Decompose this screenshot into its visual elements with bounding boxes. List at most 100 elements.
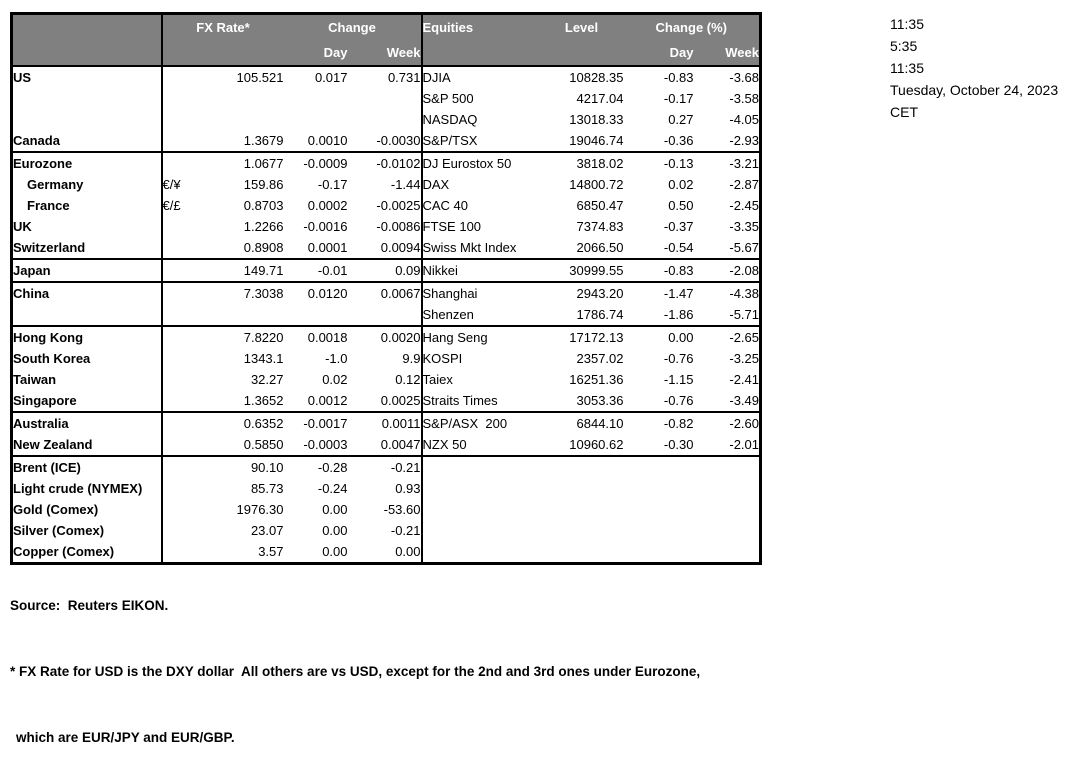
table-row: NASDAQ 13018.33 0.27 -4.05	[11, 109, 761, 130]
equity-name-cell: S&P/ASX 200	[421, 411, 540, 434]
fx-day-change-cell: 0.00	[322, 502, 348, 517]
fx-day-change-cell: -0.17	[317, 177, 348, 192]
equity-day-change-cell: -0.36	[663, 133, 694, 148]
fx-day-change-cell: -0.01	[283, 258, 348, 282]
equity-level-cell: 6844.10	[539, 411, 624, 434]
fx-day-change-cell: -0.0016	[303, 219, 348, 234]
equity-week-change-cell: -4.05	[729, 112, 759, 127]
equity-name-cell	[422, 499, 540, 520]
equity-name-cell: DAX	[422, 177, 450, 192]
equity-level-cell	[540, 478, 624, 499]
fx-rate-cell: 1.3679	[243, 133, 284, 148]
fx-rate-subheader-cell	[161, 40, 284, 67]
fx-day-change-cell: 0.0001	[307, 240, 348, 255]
fx-day-change-cell	[284, 304, 348, 326]
fx-rate-cell: 0.6352	[197, 411, 284, 434]
fx-country-cell: Hong Kong	[11, 325, 163, 348]
fx-day-change-cell: -0.0009	[283, 151, 348, 174]
country-header-cell	[11, 13, 163, 40]
fx-rate-cell: 0.8703	[243, 198, 284, 213]
equity-name-cell: CAC 40	[422, 198, 469, 213]
equity-day-change-cell: -1.47	[623, 281, 694, 304]
equity-day-change-cell: -0.30	[663, 437, 694, 452]
equity-level-cell: 2357.02	[576, 351, 624, 366]
fx-country-cell: South Korea	[11, 348, 163, 369]
fx-day-change-cell	[284, 88, 348, 109]
fx-country-cell: Gold (Comex)	[11, 499, 163, 520]
equity-week-change-cell: -3.35	[729, 219, 759, 234]
equity-day-change-cell: -1.15	[663, 372, 694, 387]
fx-country-cell: Light crude (NYMEX)	[11, 478, 163, 499]
equities-subheader-cell	[421, 40, 540, 67]
time-line-1: 11:35	[890, 16, 924, 32]
equity-week-change-cell: -3.21	[693, 151, 761, 174]
fx-day-change-cell: 0.02	[322, 372, 348, 387]
fx-pair-cell	[162, 109, 198, 130]
header-row-1: FX Rate* Change Equities Level Change (%…	[11, 13, 761, 40]
equity-week-change-cell: -2.08	[693, 258, 761, 282]
equity-day-change-cell: -0.83	[663, 70, 694, 85]
equity-name-cell	[422, 478, 540, 499]
equity-week-change-cell: -3.58	[729, 91, 759, 106]
equity-day-change-cell: -0.76	[663, 393, 694, 408]
equity-name-cell: FTSE 100	[422, 219, 482, 234]
table-row: Eurozone 1.0677 -0.0009 -0.0102 DJ Eurostox …	[11, 151, 761, 174]
fx-rate-cell: 1343.1	[243, 351, 284, 366]
time-line-3: 11:35	[890, 60, 924, 76]
fx-country-cell: Taiwan	[11, 369, 163, 390]
equity-day-change-cell	[624, 520, 694, 541]
fx-rate-cell: 1.2266	[243, 219, 284, 234]
equity-week-change-cell: -3.25	[729, 351, 759, 366]
fx-rate-cell: 0.5850	[243, 437, 284, 452]
equity-week-change-cell	[694, 478, 761, 499]
fx-day-subheader: Day	[283, 40, 348, 67]
time-line-2: 5:35	[890, 38, 918, 54]
table-row: Gold (Comex) 1976.30 0.00 -53.60	[11, 499, 761, 520]
country-subheader-cell	[11, 40, 163, 67]
timestamp-block: 11:35 5:35 11:35 Tuesday, October 24, 20…	[890, 13, 1058, 123]
fx-day-change-cell: 0.0120	[283, 281, 348, 304]
fx-country-cell: Eurozone	[11, 151, 163, 174]
fx-rate-header: FX Rate*	[161, 13, 284, 40]
equity-name-cell: Taiex	[422, 372, 453, 387]
equity-day-change-cell: 0.02	[668, 177, 694, 192]
fx-country-cell: US	[11, 66, 163, 88]
fx-day-change-cell: -1.0	[325, 351, 348, 366]
table-row: Australia 0.6352 -0.0017 0.0011 S&P/ASX 200 6…	[11, 411, 761, 434]
fx-pair-cell: €/¥	[162, 177, 181, 192]
fx-day-change-cell: 0.00	[322, 523, 348, 538]
fx-week-change-cell: -0.0086	[347, 216, 423, 237]
fx-rate-cell: 85.73	[250, 481, 284, 496]
equity-level-cell: 2066.50	[576, 240, 624, 255]
equity-level-cell	[540, 520, 624, 541]
equity-day-change-cell	[624, 499, 694, 520]
table-row: Shenzen 1786.74 -1.86 -5.71	[11, 304, 761, 326]
equity-week-change-cell: -2.41	[729, 372, 759, 387]
fx-rate-cell: 149.71	[197, 258, 284, 282]
fx-country-cell: Copper (Comex)	[11, 541, 163, 564]
fx-country-cell: Germany	[11, 174, 163, 195]
fx-pair-cell	[162, 520, 198, 541]
equity-level-cell: 16251.36	[569, 372, 624, 387]
fx-day-change-cell: -0.0003	[303, 437, 348, 452]
fx-country-cell	[11, 88, 163, 109]
equity-level-cell: 17172.13	[539, 325, 624, 348]
equity-level-cell: 30999.55	[539, 258, 624, 282]
equity-day-change-cell: -1.86	[663, 307, 694, 322]
fx-pair-cell	[162, 237, 198, 259]
fx-country-cell	[11, 109, 163, 130]
equity-day-change-cell: 0.00	[623, 325, 694, 348]
equity-week-change-cell	[694, 520, 761, 541]
fx-week-change-cell: 0.00	[347, 541, 423, 564]
equity-day-change-cell	[623, 455, 694, 478]
fx-pair-cell	[162, 478, 198, 499]
fx-pair-cell	[162, 88, 198, 109]
equity-level-cell: 10960.62	[569, 437, 624, 452]
equity-name-cell: Shenzen	[422, 307, 474, 322]
equity-day-change-cell: -0.76	[663, 351, 694, 366]
equity-name-cell: S&P 500	[422, 91, 474, 106]
equity-level-cell: 2943.20	[539, 281, 624, 304]
fx-day-change-cell	[284, 109, 348, 130]
fx-pair-cell	[162, 66, 198, 88]
table-row: Japan 149.71 -0.01 0.09 Nikkei 30999.55 -0.83-…	[11, 258, 761, 282]
